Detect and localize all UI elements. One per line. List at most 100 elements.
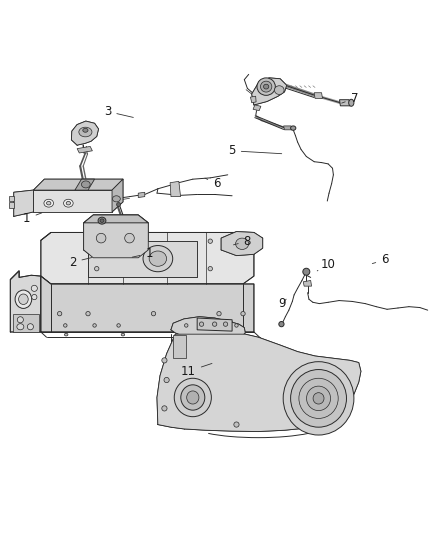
Text: 9: 9 bbox=[279, 297, 286, 310]
Polygon shape bbox=[303, 280, 311, 286]
Ellipse shape bbox=[199, 322, 204, 326]
Ellipse shape bbox=[17, 317, 23, 323]
Ellipse shape bbox=[261, 81, 272, 92]
Text: 2: 2 bbox=[69, 256, 92, 269]
Ellipse shape bbox=[93, 324, 96, 327]
Polygon shape bbox=[253, 105, 261, 111]
Ellipse shape bbox=[279, 321, 284, 327]
Ellipse shape bbox=[184, 324, 188, 327]
Polygon shape bbox=[173, 335, 186, 358]
Text: 7: 7 bbox=[342, 92, 358, 105]
Ellipse shape bbox=[113, 196, 120, 202]
Polygon shape bbox=[14, 190, 33, 216]
Ellipse shape bbox=[100, 219, 104, 222]
Polygon shape bbox=[251, 96, 256, 103]
Ellipse shape bbox=[181, 385, 205, 410]
Polygon shape bbox=[221, 231, 263, 256]
Polygon shape bbox=[71, 121, 99, 145]
Ellipse shape bbox=[117, 324, 120, 327]
Ellipse shape bbox=[182, 333, 186, 336]
Ellipse shape bbox=[275, 86, 284, 94]
Ellipse shape bbox=[81, 181, 90, 188]
Ellipse shape bbox=[307, 386, 331, 410]
Ellipse shape bbox=[15, 290, 32, 309]
Text: 6: 6 bbox=[372, 254, 389, 266]
Polygon shape bbox=[197, 318, 232, 331]
Ellipse shape bbox=[235, 333, 238, 336]
Ellipse shape bbox=[44, 199, 53, 207]
Polygon shape bbox=[84, 215, 148, 258]
Polygon shape bbox=[11, 271, 41, 332]
Ellipse shape bbox=[162, 358, 167, 363]
Ellipse shape bbox=[223, 322, 228, 326]
Ellipse shape bbox=[32, 294, 37, 300]
Ellipse shape bbox=[18, 294, 28, 304]
Bar bbox=[13, 313, 39, 332]
Ellipse shape bbox=[96, 233, 106, 243]
Polygon shape bbox=[88, 241, 197, 277]
Polygon shape bbox=[314, 93, 322, 99]
Ellipse shape bbox=[187, 391, 199, 404]
Ellipse shape bbox=[27, 324, 33, 330]
Polygon shape bbox=[339, 100, 350, 106]
Polygon shape bbox=[170, 181, 180, 197]
Ellipse shape bbox=[257, 78, 276, 95]
Ellipse shape bbox=[162, 406, 167, 411]
Ellipse shape bbox=[83, 128, 88, 132]
Ellipse shape bbox=[164, 377, 169, 383]
Ellipse shape bbox=[121, 333, 125, 336]
Ellipse shape bbox=[349, 99, 354, 106]
Ellipse shape bbox=[125, 233, 134, 243]
Text: 1: 1 bbox=[132, 247, 153, 260]
Ellipse shape bbox=[31, 285, 37, 292]
Polygon shape bbox=[112, 179, 123, 212]
Ellipse shape bbox=[234, 422, 239, 427]
Ellipse shape bbox=[212, 322, 217, 326]
Text: 10: 10 bbox=[317, 258, 336, 271]
Polygon shape bbox=[77, 147, 92, 153]
Ellipse shape bbox=[64, 199, 73, 207]
Ellipse shape bbox=[299, 378, 338, 418]
Ellipse shape bbox=[149, 251, 166, 266]
Ellipse shape bbox=[46, 201, 51, 205]
Ellipse shape bbox=[64, 324, 67, 327]
Ellipse shape bbox=[174, 378, 212, 417]
Ellipse shape bbox=[95, 266, 99, 271]
Ellipse shape bbox=[313, 393, 324, 404]
Ellipse shape bbox=[217, 311, 221, 316]
Ellipse shape bbox=[235, 324, 238, 327]
Text: 11: 11 bbox=[181, 364, 212, 378]
Ellipse shape bbox=[264, 84, 269, 89]
Bar bbox=[9, 196, 14, 201]
Ellipse shape bbox=[79, 127, 92, 137]
Ellipse shape bbox=[17, 324, 24, 330]
Ellipse shape bbox=[64, 333, 68, 336]
Ellipse shape bbox=[241, 311, 245, 316]
Polygon shape bbox=[84, 215, 148, 223]
Ellipse shape bbox=[98, 217, 106, 224]
Polygon shape bbox=[41, 276, 254, 332]
Ellipse shape bbox=[66, 201, 71, 205]
Polygon shape bbox=[33, 179, 123, 190]
Ellipse shape bbox=[208, 239, 212, 244]
Ellipse shape bbox=[236, 238, 249, 249]
Ellipse shape bbox=[151, 311, 155, 316]
Ellipse shape bbox=[303, 268, 310, 275]
Polygon shape bbox=[75, 179, 95, 190]
Text: 5: 5 bbox=[228, 144, 282, 157]
Ellipse shape bbox=[290, 369, 346, 427]
Ellipse shape bbox=[86, 311, 90, 316]
Polygon shape bbox=[138, 192, 145, 198]
Ellipse shape bbox=[283, 362, 354, 435]
Ellipse shape bbox=[143, 246, 173, 272]
Text: 3: 3 bbox=[104, 105, 133, 118]
Ellipse shape bbox=[208, 266, 212, 271]
Ellipse shape bbox=[103, 239, 108, 244]
Polygon shape bbox=[41, 232, 254, 284]
Text: 8: 8 bbox=[233, 235, 251, 248]
Polygon shape bbox=[33, 190, 112, 212]
Ellipse shape bbox=[117, 203, 120, 206]
Text: 1: 1 bbox=[23, 212, 42, 225]
Polygon shape bbox=[157, 334, 361, 432]
Text: 6: 6 bbox=[205, 177, 221, 190]
